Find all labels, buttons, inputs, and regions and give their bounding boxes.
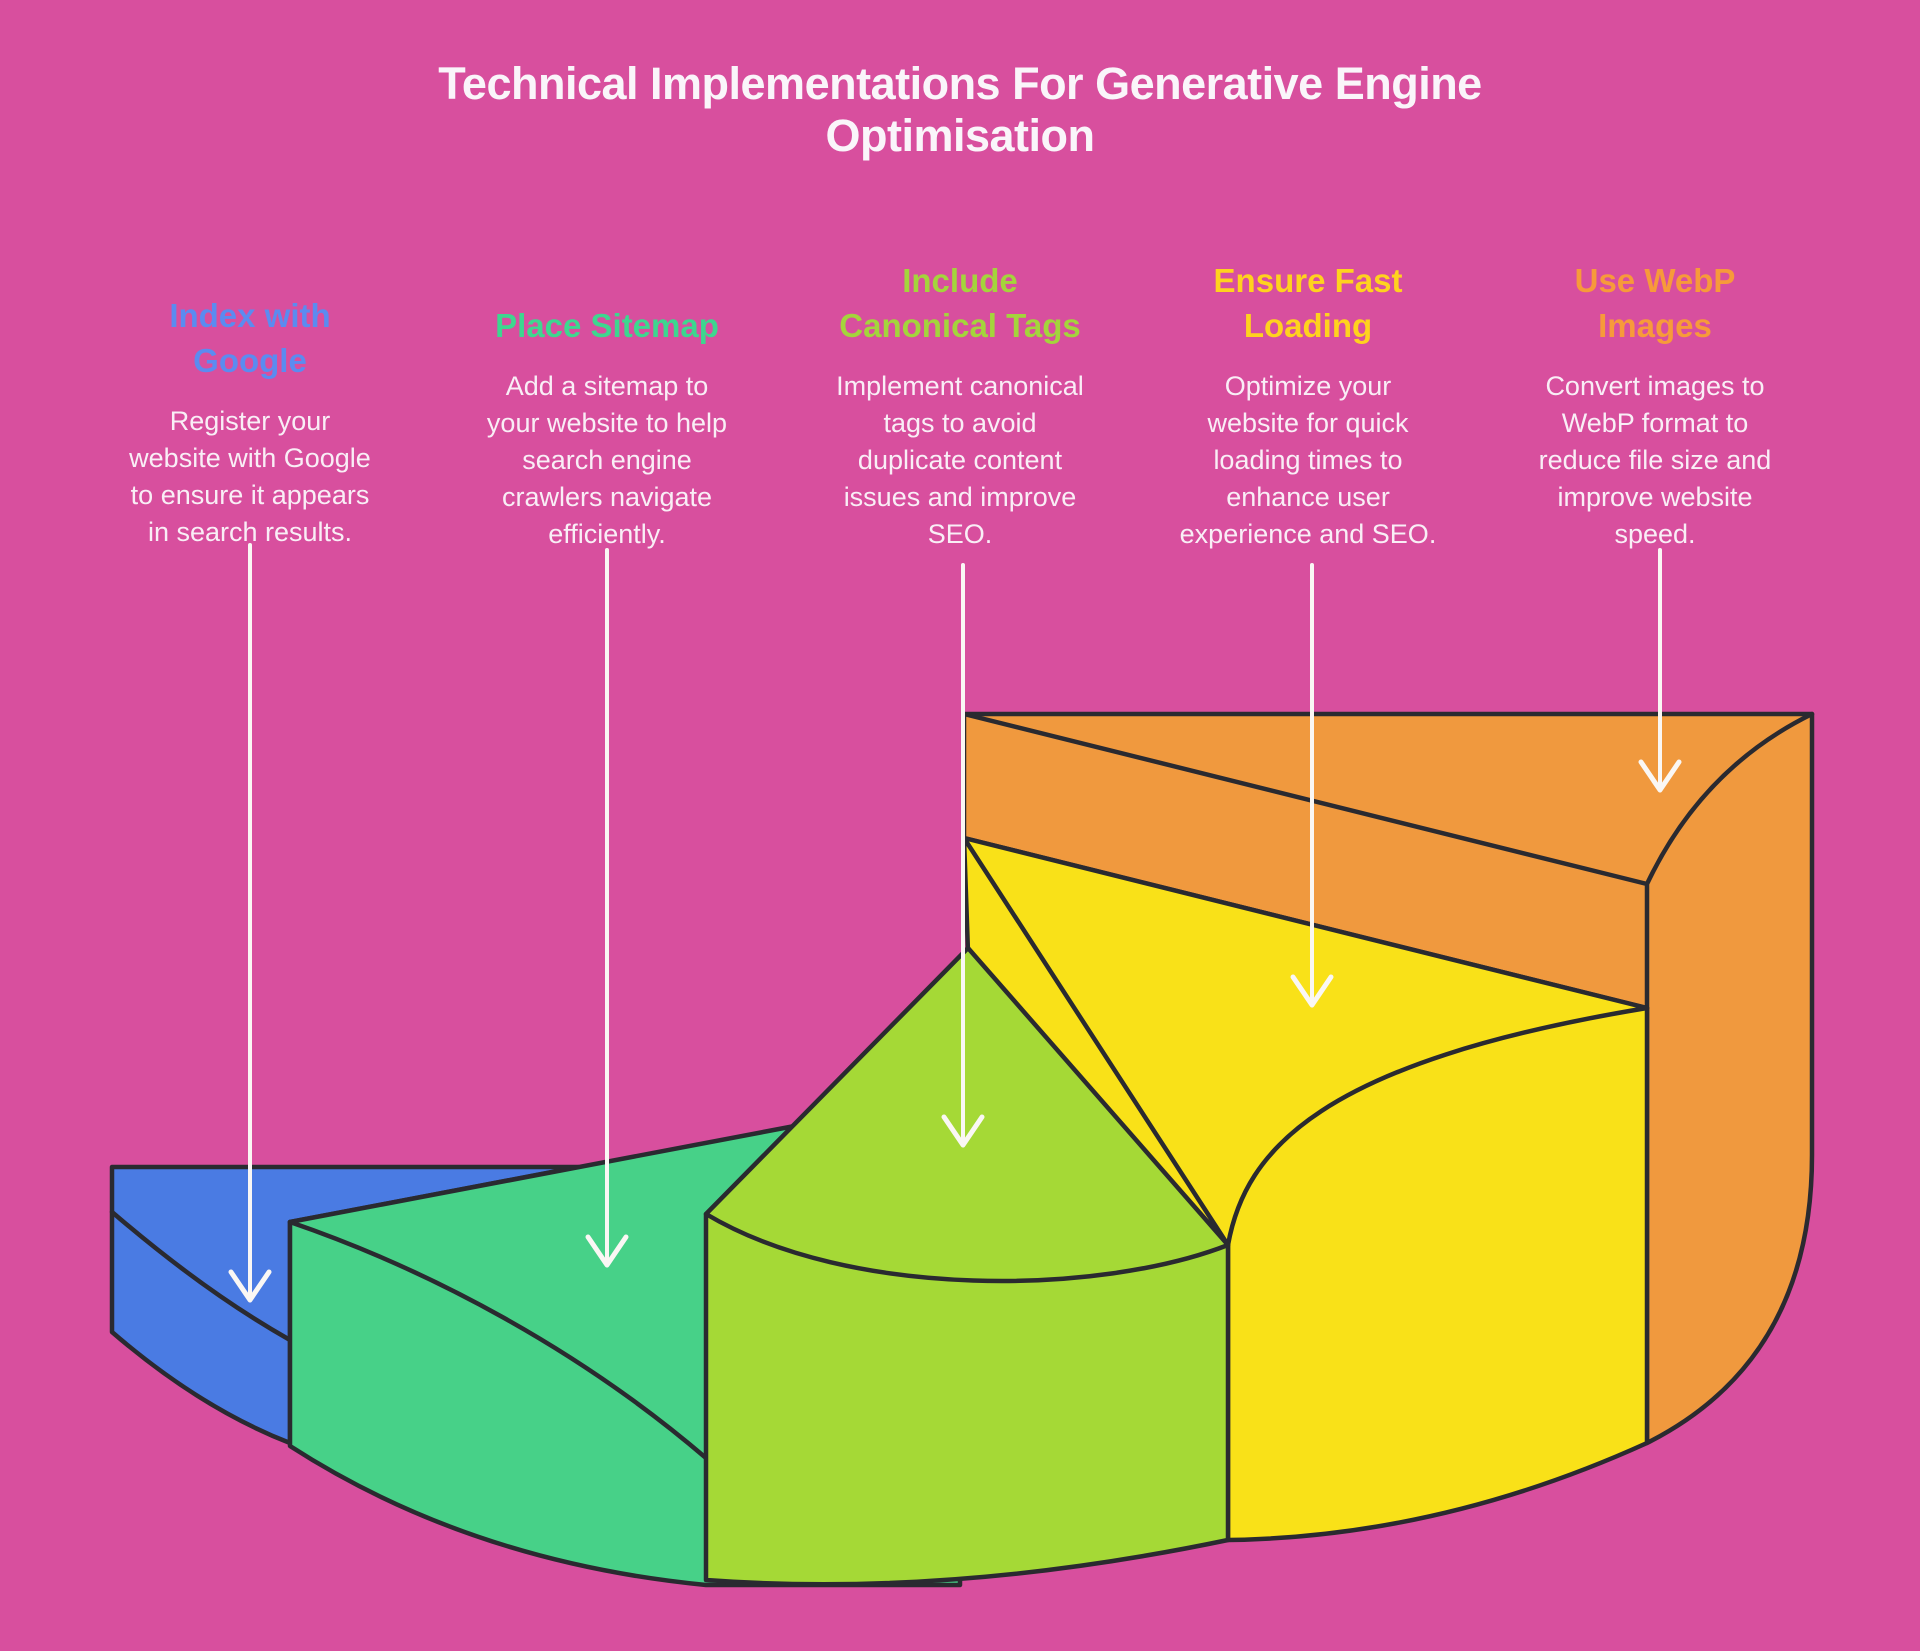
column-use-webp-images: Use WebP Images Convert images to WebP f… <box>1485 252 1825 553</box>
pie-slice-include-canonical-tags <box>703 945 1231 1587</box>
arrow-head-icon <box>1290 974 1334 1008</box>
arrow-use-webp-images <box>1638 548 1682 793</box>
column-include-canonical-tags: Include Canonical Tags Implement canonic… <box>790 252 1130 553</box>
pie-slice-orange-body <box>961 711 1815 1446</box>
column-heading: Include Canonical Tags <box>839 262 1081 344</box>
column-index-with-google: Index with Google Register your website … <box>80 287 420 551</box>
column-place-sitemap: Place Sitemap Add a sitemap to your webs… <box>437 252 777 553</box>
column-heading: Use WebP Images <box>1574 262 1736 344</box>
pie-slice-lime-edges <box>703 1211 1231 1284</box>
pie-slice-green-edges <box>287 1219 709 1461</box>
column-heading: Place Sitemap <box>495 307 719 344</box>
arrow-include-canonical-tags <box>941 563 985 1148</box>
pie-slice-use-webp-images <box>961 711 1815 1446</box>
column-heading: Index with Google <box>169 297 331 379</box>
page-title: Technical Implementations For Generative… <box>438 58 1482 161</box>
column-ensure-fast-loading: Ensure Fast Loading Optimize your websit… <box>1138 252 1478 553</box>
pie-slice-yellow-edges <box>961 835 1650 1248</box>
pie-slice-orange-edges <box>961 711 1815 1011</box>
column-body: Optimize your website for quick loading … <box>1179 371 1437 549</box>
arrow-place-sitemap <box>585 548 629 1268</box>
pie-slice-blue-edges <box>109 1209 293 1343</box>
column-body: Register your website with Google to ens… <box>129 406 371 547</box>
column-body: Convert images to WebP format to reduce … <box>1538 371 1772 549</box>
arrow-head-icon <box>585 1234 629 1268</box>
pie-slice-ensure-fast-loading <box>961 835 1650 1543</box>
column-body: Implement canonical tags to avoid duplic… <box>836 371 1084 549</box>
pie-slice-lime-body <box>703 945 1231 1587</box>
column-heading: Ensure Fast Loading <box>1213 262 1403 344</box>
arrow-index-with-google <box>228 543 272 1303</box>
column-body: Add a sitemap to your website to help se… <box>486 371 728 549</box>
arrow-head-icon <box>941 1114 985 1148</box>
pie-slice-yellow-body <box>961 835 1650 1543</box>
arrow-head-icon <box>228 1269 272 1303</box>
arrow-ensure-fast-loading <box>1290 563 1334 1008</box>
arrow-head-icon <box>1638 759 1682 793</box>
